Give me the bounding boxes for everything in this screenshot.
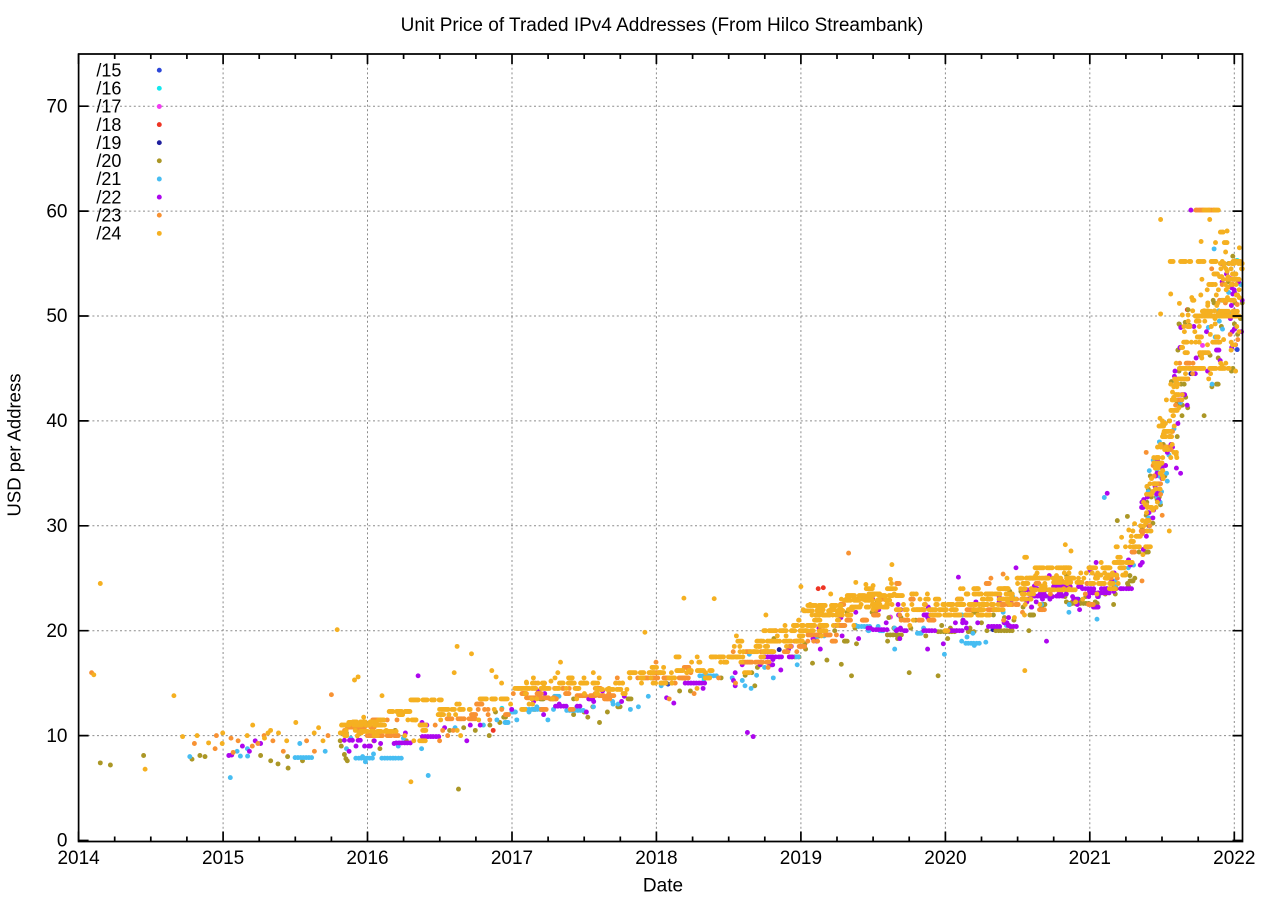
svg-text:/15: /15: [96, 60, 121, 80]
svg-text:40: 40: [46, 411, 67, 432]
svg-text:70: 70: [46, 96, 67, 117]
svg-text:2022: 2022: [1213, 848, 1255, 869]
svg-text:60: 60: [46, 201, 67, 222]
svg-text:/21: /21: [96, 169, 121, 189]
svg-text:50: 50: [46, 306, 67, 327]
svg-text:2016: 2016: [346, 848, 388, 869]
svg-text:/23: /23: [96, 205, 121, 225]
svg-text:/16: /16: [96, 79, 121, 99]
svg-text:2014: 2014: [57, 848, 100, 869]
svg-text:20: 20: [46, 621, 67, 642]
svg-text:Date: Date: [643, 876, 683, 897]
svg-text:2021: 2021: [1069, 848, 1111, 869]
svg-text:/18: /18: [96, 115, 121, 135]
svg-text:/24: /24: [96, 224, 121, 244]
svg-text:2017: 2017: [491, 848, 533, 869]
svg-text:/22: /22: [96, 187, 121, 207]
svg-text:2015: 2015: [202, 848, 244, 869]
svg-text:10: 10: [46, 726, 67, 747]
svg-text:/20: /20: [96, 151, 121, 171]
svg-text:30: 30: [46, 516, 67, 537]
svg-text:2018: 2018: [635, 848, 677, 869]
svg-text:USD per Address: USD per Address: [4, 374, 25, 517]
svg-text:/19: /19: [96, 133, 121, 153]
svg-text:0: 0: [57, 831, 68, 852]
svg-text:2019: 2019: [780, 848, 822, 869]
svg-text:/17: /17: [96, 97, 121, 117]
svg-text:2020: 2020: [924, 848, 966, 869]
svg-text:Unit Price of Traded IPv4 Addr: Unit Price of Traded IPv4 Addresses (Fro…: [401, 15, 924, 36]
